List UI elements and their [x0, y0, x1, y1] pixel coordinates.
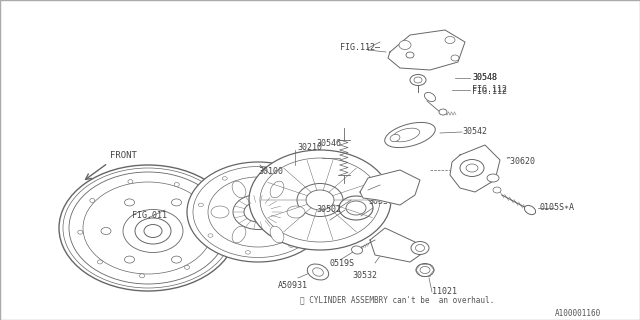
Text: 30530: 30530 — [368, 197, 393, 206]
Text: FRONT: FRONT — [110, 151, 137, 160]
Ellipse shape — [306, 190, 334, 210]
Ellipse shape — [445, 36, 455, 44]
Ellipse shape — [303, 187, 308, 190]
Ellipse shape — [90, 198, 95, 203]
Polygon shape — [370, 228, 420, 262]
Ellipse shape — [97, 260, 102, 264]
Ellipse shape — [339, 196, 373, 220]
Ellipse shape — [270, 226, 284, 243]
Ellipse shape — [208, 177, 308, 247]
Ellipse shape — [172, 199, 182, 206]
Ellipse shape — [77, 230, 83, 234]
Ellipse shape — [466, 164, 478, 172]
Ellipse shape — [416, 263, 434, 276]
Text: FIG.112: FIG.112 — [472, 86, 507, 95]
Polygon shape — [360, 170, 420, 205]
Ellipse shape — [390, 134, 400, 142]
Text: 0519S: 0519S — [330, 259, 355, 268]
Text: 30548: 30548 — [472, 74, 497, 83]
Ellipse shape — [313, 268, 323, 276]
Ellipse shape — [399, 41, 411, 50]
Ellipse shape — [460, 159, 484, 177]
Ellipse shape — [207, 206, 212, 210]
Text: FIG.112—: FIG.112— — [340, 43, 380, 52]
Ellipse shape — [307, 264, 329, 280]
Ellipse shape — [270, 181, 284, 198]
Text: ※ CYLINDER ASSEMBRY can't be  an overhaul.: ※ CYLINDER ASSEMBRY can't be an overhaul… — [300, 295, 494, 305]
Polygon shape — [388, 30, 465, 70]
Ellipse shape — [260, 158, 380, 242]
Ellipse shape — [222, 177, 227, 180]
Text: 30532: 30532 — [352, 270, 377, 279]
Ellipse shape — [287, 206, 305, 218]
Ellipse shape — [297, 183, 343, 217]
Ellipse shape — [312, 217, 317, 221]
Text: A50931: A50931 — [278, 281, 308, 290]
Ellipse shape — [392, 128, 420, 142]
Ellipse shape — [198, 203, 204, 207]
Ellipse shape — [59, 165, 237, 291]
Ellipse shape — [135, 218, 171, 244]
Text: 30210: 30210 — [297, 143, 322, 153]
Text: 30546: 30546 — [316, 139, 341, 148]
Ellipse shape — [524, 205, 536, 215]
Ellipse shape — [123, 210, 183, 252]
Ellipse shape — [63, 168, 233, 288]
Ellipse shape — [128, 180, 133, 184]
Ellipse shape — [415, 244, 424, 252]
Text: 30548: 30548 — [472, 74, 497, 83]
Ellipse shape — [211, 206, 229, 218]
Ellipse shape — [351, 246, 362, 254]
Ellipse shape — [208, 234, 213, 237]
Text: FIG.011: FIG.011 — [132, 211, 167, 220]
Text: 30542: 30542 — [462, 126, 487, 135]
Ellipse shape — [385, 123, 435, 148]
Ellipse shape — [406, 52, 414, 58]
Text: FIG.112: FIG.112 — [472, 85, 507, 94]
Ellipse shape — [414, 77, 422, 83]
Ellipse shape — [174, 182, 179, 187]
Ellipse shape — [487, 174, 499, 182]
Ellipse shape — [403, 181, 413, 188]
Ellipse shape — [211, 238, 216, 243]
Ellipse shape — [420, 267, 430, 274]
Ellipse shape — [493, 187, 501, 193]
Ellipse shape — [289, 244, 294, 247]
Text: 30502: 30502 — [316, 205, 341, 214]
Ellipse shape — [187, 162, 329, 262]
Polygon shape — [450, 145, 500, 192]
Ellipse shape — [439, 109, 447, 115]
Ellipse shape — [398, 178, 418, 192]
Ellipse shape — [184, 265, 189, 269]
Ellipse shape — [195, 228, 205, 235]
Text: 11021: 11021 — [432, 287, 457, 297]
Ellipse shape — [101, 228, 111, 235]
Ellipse shape — [125, 256, 134, 263]
Ellipse shape — [451, 55, 459, 61]
Ellipse shape — [193, 166, 323, 258]
Ellipse shape — [244, 202, 272, 222]
Ellipse shape — [424, 92, 436, 101]
Text: 0105S∗A: 0105S∗A — [540, 203, 575, 212]
Ellipse shape — [245, 251, 250, 254]
Ellipse shape — [346, 201, 366, 215]
Ellipse shape — [172, 256, 182, 263]
Text: 30100: 30100 — [258, 167, 283, 177]
Ellipse shape — [410, 75, 426, 85]
Ellipse shape — [125, 199, 134, 206]
Ellipse shape — [232, 181, 246, 198]
Ellipse shape — [233, 195, 283, 229]
Ellipse shape — [140, 274, 145, 278]
Ellipse shape — [83, 182, 213, 274]
Text: ‷30620: ‷30620 — [505, 157, 535, 166]
Text: A100001160: A100001160 — [555, 309, 601, 318]
Ellipse shape — [411, 242, 429, 254]
Ellipse shape — [232, 226, 246, 243]
Ellipse shape — [144, 225, 162, 237]
Ellipse shape — [266, 170, 271, 173]
Ellipse shape — [249, 150, 391, 250]
Ellipse shape — [69, 172, 227, 284]
